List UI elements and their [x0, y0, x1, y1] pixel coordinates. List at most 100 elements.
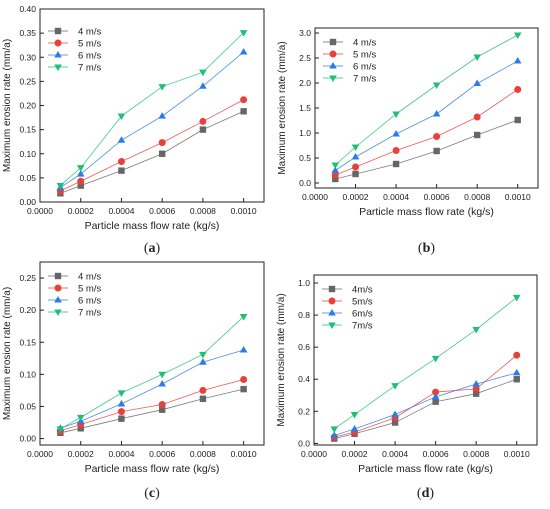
data-point: [512, 368, 521, 376]
data-point: [240, 108, 247, 115]
x-tick-label: 0.0008: [190, 206, 216, 216]
data-point: [117, 113, 126, 121]
series-3: [56, 30, 248, 190]
y-tick-label: 0.20: [19, 305, 36, 315]
data-point: [199, 126, 207, 133]
x-tick-label: 0.0000: [27, 206, 53, 216]
legend-label: 7 m/s: [78, 63, 101, 74]
series-2: [330, 368, 521, 438]
data-point: [158, 371, 166, 379]
chart-panel-c: 0.00 0.05 0.10 0.15 0.20 0.25 0.0000 0.0002 0.00…: [2, 261, 265, 501]
x-tick-label: 0.0002: [68, 449, 94, 459]
data-point: [513, 57, 522, 64]
data-point: [240, 96, 248, 104]
data-point: [331, 171, 339, 179]
y-tick-label: 2.0: [299, 78, 311, 88]
x-tick-label: 0.0006: [423, 449, 449, 459]
data-point: [352, 170, 359, 178]
y-tick-label: 0.25: [19, 273, 36, 283]
data-point: [351, 153, 360, 160]
y-tick-label: 1.5: [299, 103, 311, 113]
x-tick-label: 0.0006: [149, 449, 175, 459]
legend-label: 6 m/s: [353, 62, 376, 73]
data-point: [350, 411, 359, 419]
y-tick-label: 0.15: [19, 337, 36, 347]
data-point: [514, 116, 521, 124]
x-tick-label: 0.0006: [149, 206, 175, 216]
series-line: [60, 32, 244, 186]
data-point: [513, 32, 522, 39]
data-point: [158, 139, 166, 147]
legend-label: 4 m/s: [353, 38, 376, 49]
data-point: [431, 392, 440, 400]
data-point: [158, 380, 166, 387]
legend-label: 5 m/s: [78, 284, 101, 295]
series-line: [335, 34, 518, 166]
data-point: [330, 426, 339, 433]
data-point: [433, 147, 440, 155]
legend-marker: [54, 39, 62, 47]
data-point: [158, 406, 166, 413]
y-axis-label: Maximum erosion rate (mm/a): [2, 287, 13, 420]
series-3: [331, 32, 522, 169]
legend-marker: [54, 284, 62, 292]
data-point: [473, 131, 481, 139]
y-tick-label: 3.0: [299, 28, 311, 38]
data-point: [117, 136, 126, 143]
series-line: [60, 99, 244, 192]
legend-marker: [329, 50, 337, 58]
legend-marker: [54, 272, 62, 280]
series-0: [57, 385, 247, 436]
series-line: [60, 379, 244, 432]
legend-marker: [329, 75, 337, 82]
data-point: [350, 424, 359, 432]
y-tick-label: 0.4: [298, 374, 310, 384]
series-line: [334, 372, 517, 436]
series-2: [331, 57, 522, 174]
legend-marker: [54, 51, 62, 58]
series-line: [335, 89, 518, 176]
data-point: [77, 182, 84, 189]
x-axis-label: Particle mass flow rate (kg/s): [359, 206, 494, 218]
series-2: [56, 47, 248, 191]
x-axis-label: Particle mass flow rate (kg/s): [85, 463, 220, 475]
y-tick-label: 0.40: [19, 4, 36, 14]
legend-marker: [54, 64, 62, 71]
legend-marker: [54, 309, 62, 316]
legend-marker: [328, 322, 336, 329]
legend-marker: [329, 38, 337, 46]
data-point: [432, 82, 441, 89]
data-point: [239, 47, 248, 55]
series-line: [60, 349, 244, 429]
data-point: [199, 117, 207, 125]
data-point: [473, 54, 481, 61]
legend-label: 5m/s: [352, 297, 373, 308]
data-point: [199, 395, 207, 402]
data-point: [332, 175, 339, 183]
data-point: [56, 183, 65, 190]
x-tick-label: 0.0002: [343, 192, 369, 202]
data-point: [158, 401, 166, 409]
data-point: [392, 160, 400, 168]
legend-marker: [328, 285, 336, 293]
data-point: [199, 358, 207, 365]
data-point: [472, 385, 480, 393]
legend-marker: [328, 309, 336, 316]
series-1: [56, 96, 248, 195]
chart-panel-d: 0.0 0.2 0.4 0.6 0.8 1.0 0.0000 0.0002 0.0004 0.00…: [276, 274, 538, 501]
series-0: [331, 376, 520, 442]
data-point: [239, 30, 248, 37]
panel-label: (b): [418, 241, 435, 256]
data-point: [391, 419, 399, 426]
data-point: [391, 410, 399, 418]
data-point: [433, 133, 441, 140]
x-tick-label: 0.0008: [463, 449, 489, 459]
legend-marker: [54, 27, 62, 35]
panel-label: (d): [417, 486, 434, 501]
y-tick-label: 0.05: [19, 401, 36, 411]
y-tick-label: 0.2: [298, 406, 310, 416]
data-point: [473, 113, 481, 121]
series-line: [335, 119, 518, 180]
chart-panel-a: 0.00 0.05 0.10 0.15 0.20 0.25 0.30 0.35 0.40 0.00…: [2, 4, 265, 256]
plot-frame: [39, 8, 265, 203]
